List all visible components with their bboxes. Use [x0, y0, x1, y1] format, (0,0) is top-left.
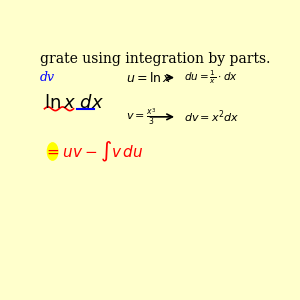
- Text: grate using integration by parts.: grate using integration by parts.: [40, 52, 270, 66]
- Text: $dv = x^2 dx$: $dv = x^2 dx$: [184, 109, 239, 125]
- Text: $= uv - \int v\,du$: $= uv - \int v\,du$: [44, 140, 144, 164]
- Text: $u = \ln x$: $u = \ln x$: [126, 70, 172, 85]
- Text: dv: dv: [40, 70, 55, 84]
- Text: $du = \frac{1}{x} \cdot dx$: $du = \frac{1}{x} \cdot dx$: [184, 69, 238, 86]
- Text: $\ln x\ dx$: $\ln x\ dx$: [44, 94, 104, 112]
- Ellipse shape: [47, 143, 58, 160]
- Text: $v = \frac{x^3}{3}$: $v = \frac{x^3}{3}$: [126, 107, 157, 127]
